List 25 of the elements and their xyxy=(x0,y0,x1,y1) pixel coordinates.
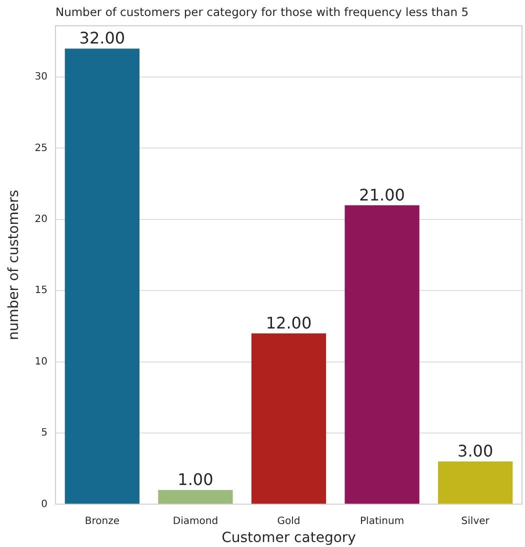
data-label: 1.00 xyxy=(178,470,214,490)
x-tick-label: Silver xyxy=(461,516,490,527)
y-tick-label: 25 xyxy=(34,142,48,154)
bar xyxy=(438,461,513,504)
x-tick-label: Platinum xyxy=(360,516,404,527)
x-tick-label: Diamond xyxy=(172,516,218,527)
x-axis-title: Customer category xyxy=(222,530,356,546)
y-tick-label: 20 xyxy=(34,214,48,226)
data-label: 21.00 xyxy=(359,185,405,204)
data-label: 3.00 xyxy=(458,442,494,461)
y-tick-label: 10 xyxy=(34,356,48,368)
x-tick-label: Gold xyxy=(277,516,300,527)
bar xyxy=(251,333,326,504)
y-tick-label: 5 xyxy=(41,428,48,439)
bar xyxy=(158,490,233,504)
y-tick-label: 0 xyxy=(41,498,48,510)
x-tick-label: Bronze xyxy=(84,516,120,527)
y-tick-label: 30 xyxy=(34,72,48,83)
data-label: 12.00 xyxy=(266,314,312,332)
y-axis-title: number of customers xyxy=(6,190,22,340)
y-tick-label: 15 xyxy=(34,285,48,296)
bar xyxy=(64,48,140,504)
bar xyxy=(344,205,420,504)
chart-title: Number of customers per category for those with frequency less than 5 xyxy=(55,4,469,19)
data-label: 32.00 xyxy=(79,28,126,48)
